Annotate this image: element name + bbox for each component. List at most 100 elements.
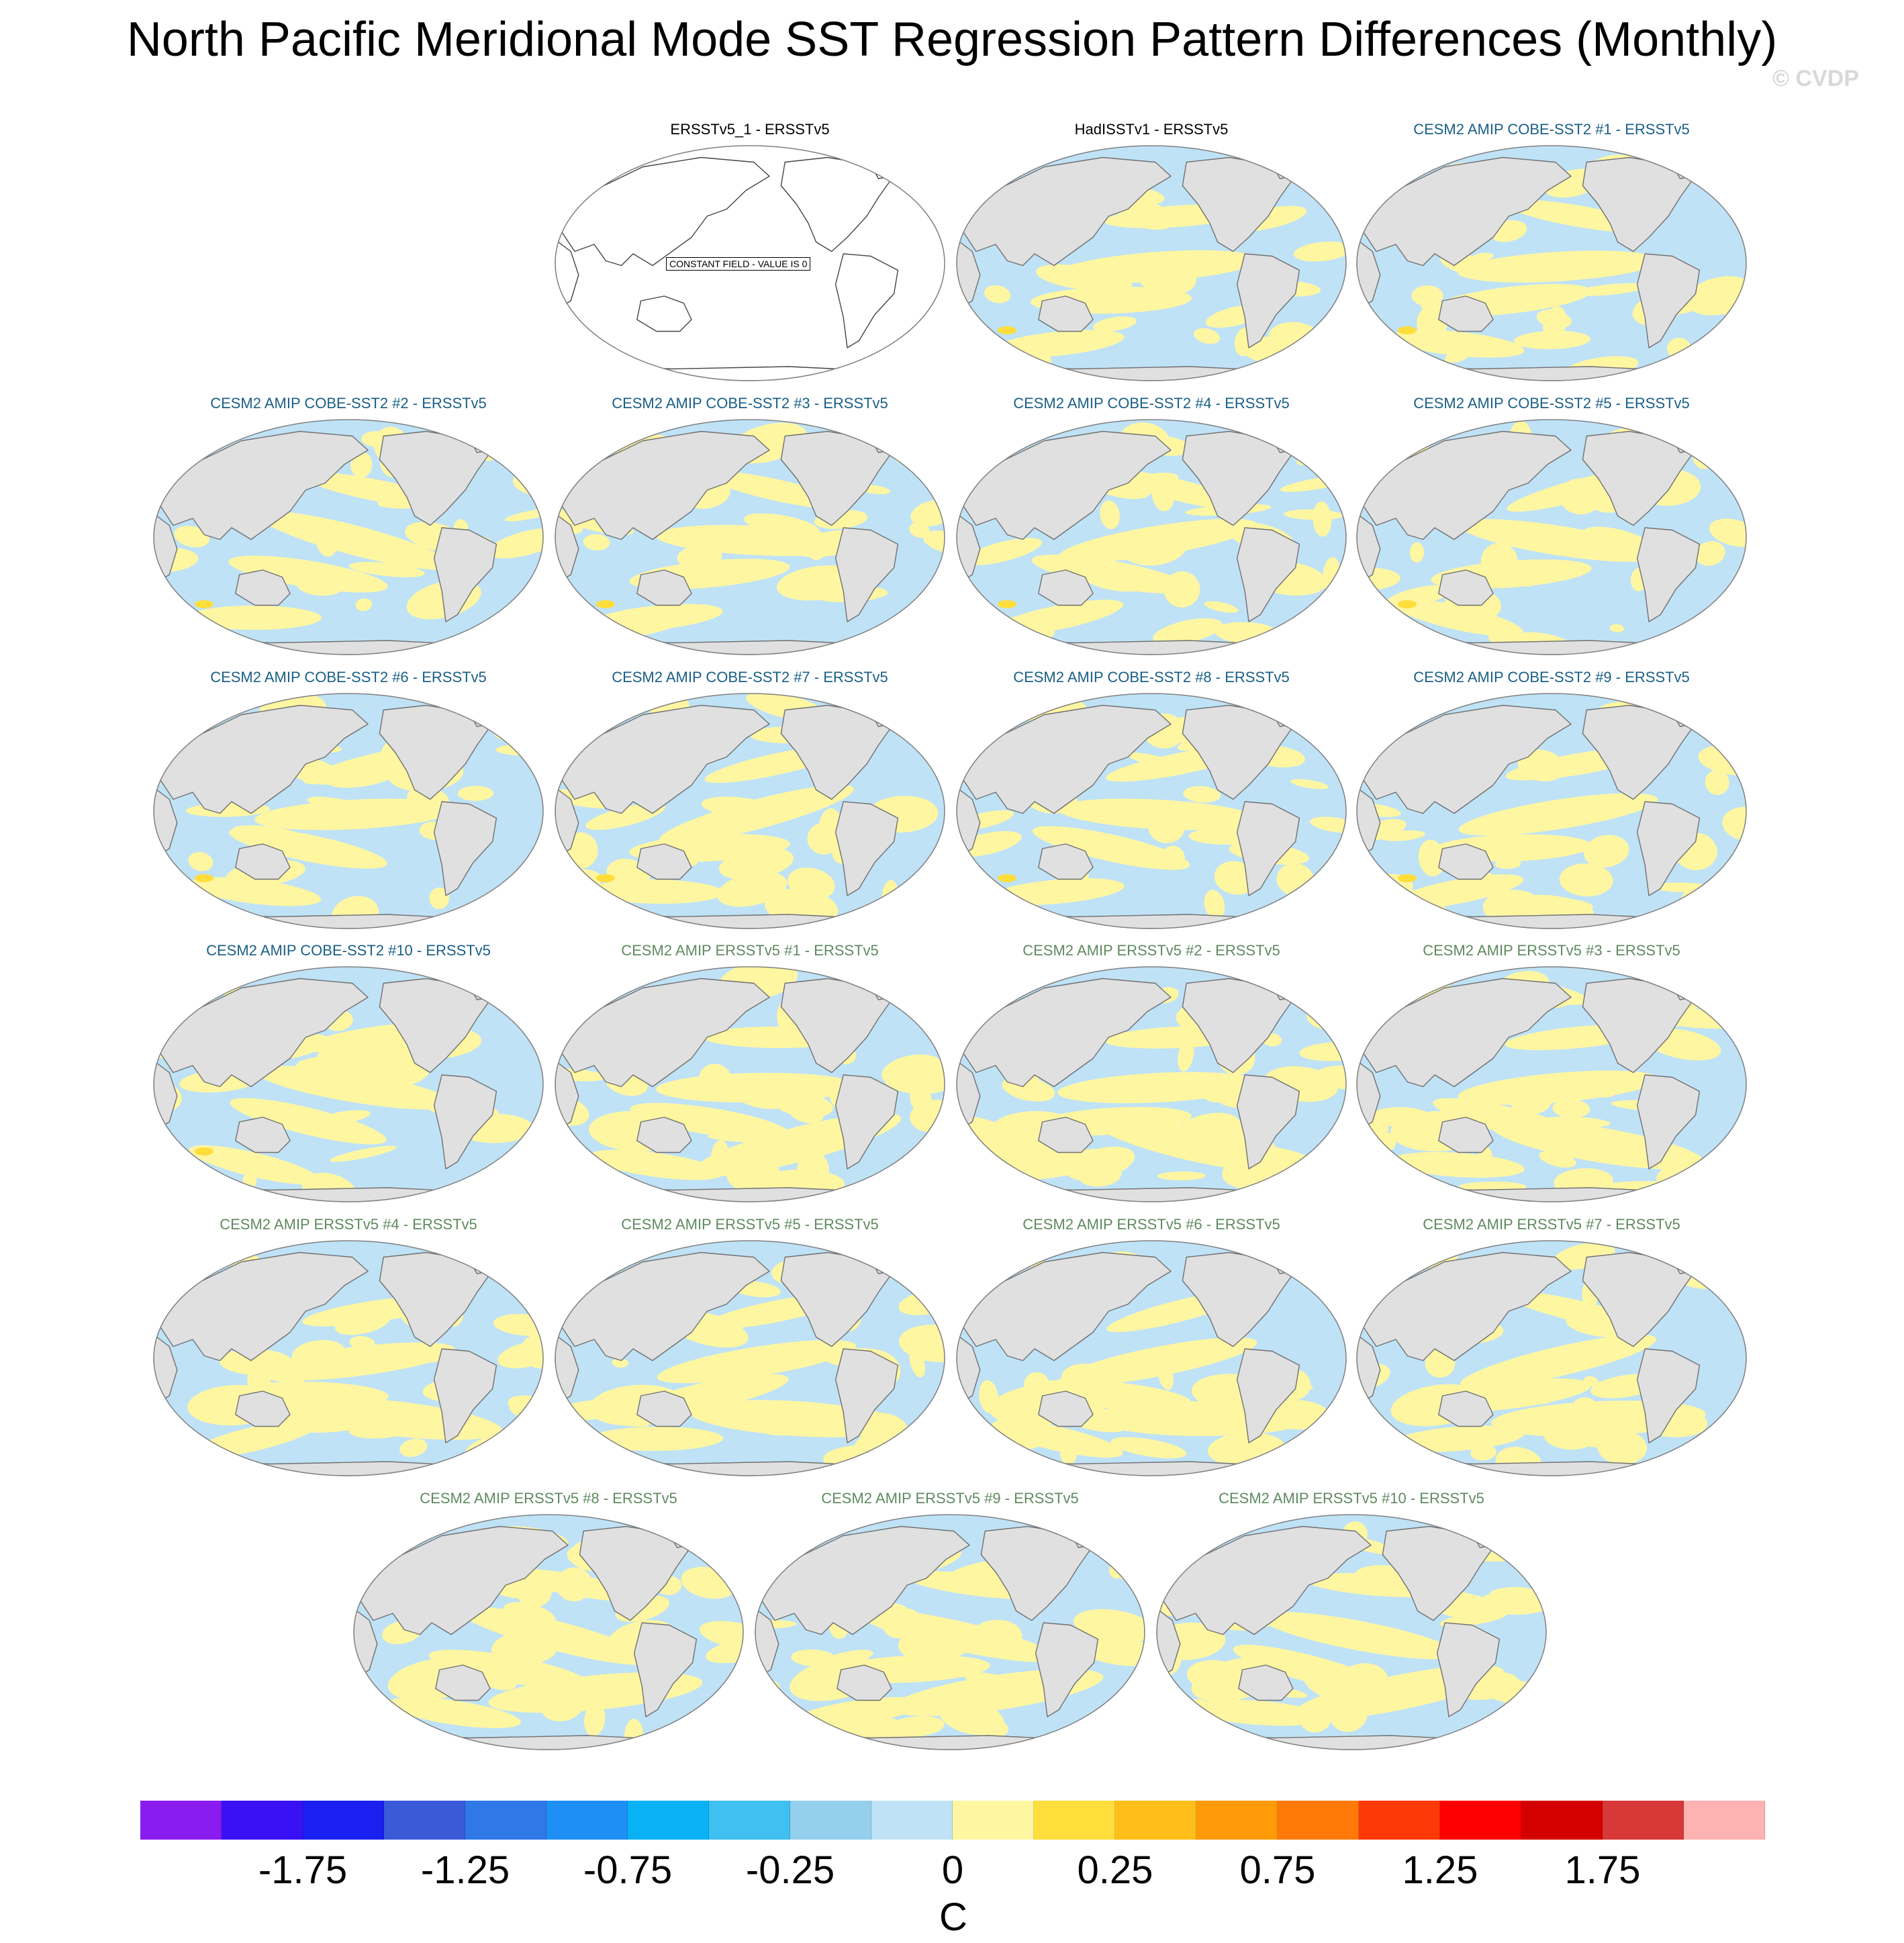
colorbar-tick-label: -1.75 — [258, 1848, 348, 1892]
positive-anomaly-region — [672, 1720, 743, 1749]
positive-anomaly-region — [1194, 328, 1221, 344]
positive-anomaly-region — [984, 285, 1011, 303]
positive-anomaly-region — [1290, 779, 1329, 790]
land-samerica — [433, 801, 497, 896]
positive-anomaly-region — [1178, 1039, 1194, 1072]
map-panel: HadISSTv1 - ERSSTv5 — [953, 121, 1349, 389]
colorbar-swatch — [1440, 1801, 1521, 1840]
positive-anomaly-region — [279, 1379, 305, 1391]
positive-anomaly-region — [790, 1697, 922, 1729]
land-asia — [157, 430, 369, 540]
positive-anomaly-region — [1183, 786, 1221, 803]
world-map — [153, 419, 544, 655]
colorbar-swatch — [1684, 1801, 1765, 1840]
positive-anomaly-region — [998, 874, 1016, 882]
map-panel: CESM2 AMIP COBE-SST2 #2 - ERSSTv5 — [150, 395, 546, 663]
world-map — [153, 966, 544, 1202]
positive-anomaly-region — [743, 513, 820, 537]
positive-anomaly-region — [1125, 1564, 1145, 1577]
positive-anomaly-region — [232, 825, 302, 841]
land-asia — [960, 1251, 1172, 1362]
positive-anomaly-region — [520, 1172, 543, 1190]
positive-anomaly-region — [585, 803, 665, 831]
positive-anomaly-region — [497, 1652, 528, 1685]
positive-anomaly-region — [909, 1347, 926, 1378]
land-australia — [235, 1390, 291, 1427]
land-asia — [559, 156, 770, 267]
positive-anomaly-region — [1515, 1703, 1546, 1734]
positive-anomaly-region — [1163, 571, 1200, 608]
map-panel: CESM2 AMIP COBE-SST2 #10 - ERSSTv5 — [150, 942, 546, 1211]
positive-anomaly-region — [914, 974, 944, 988]
colorbar-tick-label: 0 — [941, 1848, 964, 1892]
land-asia — [157, 978, 369, 1088]
positive-anomaly-region — [348, 562, 425, 577]
positive-anomaly-region — [773, 1092, 833, 1118]
positive-anomaly-region — [797, 1151, 829, 1188]
land-australia — [1438, 1390, 1494, 1427]
positive-anomaly-region — [1738, 450, 1746, 464]
positive-anomaly-region — [294, 1059, 314, 1082]
positive-anomaly-region — [1523, 843, 1561, 856]
colorbar-swatch — [790, 1801, 871, 1840]
world-map — [755, 1514, 1145, 1750]
colorbar-swatch — [222, 1801, 303, 1840]
positive-anomaly-region — [324, 759, 403, 788]
world-map — [353, 1514, 744, 1750]
positive-anomaly-region — [1114, 1399, 1175, 1425]
land-asia — [960, 978, 1172, 1088]
colorbar-tick-label: 0.25 — [1077, 1848, 1153, 1892]
positive-anomaly-region — [1093, 316, 1137, 332]
positive-anomaly-region — [188, 852, 213, 871]
positive-anomaly-region — [195, 1147, 213, 1155]
positive-anomaly-region — [787, 867, 835, 900]
panel-title: CESM2 AMIP COBE-SST2 #7 - ERSSTv5 — [612, 669, 888, 685]
map-panel: CESM2 AMIP ERSSTv5 #8 - ERSSTv5 — [350, 1490, 747, 1758]
positive-anomaly-region — [1559, 863, 1613, 897]
world-map — [1356, 966, 1747, 1202]
positive-anomaly-region — [1190, 1699, 1325, 1726]
positive-anomaly-region — [219, 1349, 293, 1376]
panel-title: CESM2 AMIP ERSSTv5 #10 - ERSSTv5 — [1219, 1490, 1484, 1507]
map-panel: CESM2 AMIP ERSSTv5 #1 - ERSSTv5 — [552, 942, 948, 1211]
positive-anomaly-region — [1078, 1162, 1122, 1187]
positive-anomaly-region — [1526, 1384, 1555, 1405]
positive-anomaly-region — [1319, 875, 1346, 908]
positive-anomaly-region — [556, 1567, 593, 1602]
positive-anomaly-region — [1398, 600, 1417, 608]
positive-anomaly-region — [589, 604, 723, 632]
map-panel: CESM2 AMIP COBE-SST2 #6 - ERSSTv5 — [150, 669, 546, 937]
positive-anomaly-region — [457, 786, 493, 801]
positive-anomaly-region — [1536, 1117, 1611, 1129]
land-samerica — [835, 253, 899, 348]
colorbar-tick-label: -0.75 — [583, 1848, 673, 1892]
positive-anomaly-region — [998, 600, 1016, 608]
positive-anomaly-region — [1507, 1078, 1553, 1115]
land-samerica — [835, 527, 899, 622]
panel-title: CESM2 AMIP COBE-SST2 #5 - ERSSTv5 — [1413, 395, 1690, 412]
positive-anomaly-region — [1300, 1706, 1331, 1733]
positive-anomaly-region — [701, 796, 775, 818]
positive-anomaly-region — [1310, 816, 1346, 833]
positive-anomaly-region — [1470, 1445, 1496, 1461]
map-panel: CESM2 AMIP COBE-SST2 #9 - ERSSTv5 — [1353, 669, 1750, 937]
positive-anomaly-region — [1321, 972, 1346, 996]
positive-anomaly-region — [291, 1339, 345, 1368]
panel-title: HadISSTv1 - ERSSTv5 — [1074, 121, 1229, 138]
positive-anomaly-region — [1313, 502, 1332, 537]
positive-anomaly-region — [1458, 793, 1658, 836]
panel-title: CESM2 AMIP COBE-SST2 #6 - ERSSTv5 — [210, 669, 487, 685]
land-asia — [960, 430, 1172, 540]
positive-anomaly-region — [957, 1273, 982, 1284]
positive-anomaly-region — [1294, 146, 1346, 178]
positive-anomaly-region — [990, 878, 1125, 905]
colorbar-swatch — [1521, 1801, 1603, 1840]
positive-anomaly-region — [1151, 478, 1175, 512]
positive-anomaly-region — [754, 1419, 799, 1436]
positive-anomaly-region — [1147, 810, 1185, 843]
colorbar-swatch — [465, 1801, 546, 1840]
positive-anomaly-region — [1306, 175, 1346, 191]
positive-anomaly-region — [939, 1699, 1004, 1736]
positive-anomaly-region — [407, 786, 449, 813]
land-samerica — [1636, 527, 1701, 622]
